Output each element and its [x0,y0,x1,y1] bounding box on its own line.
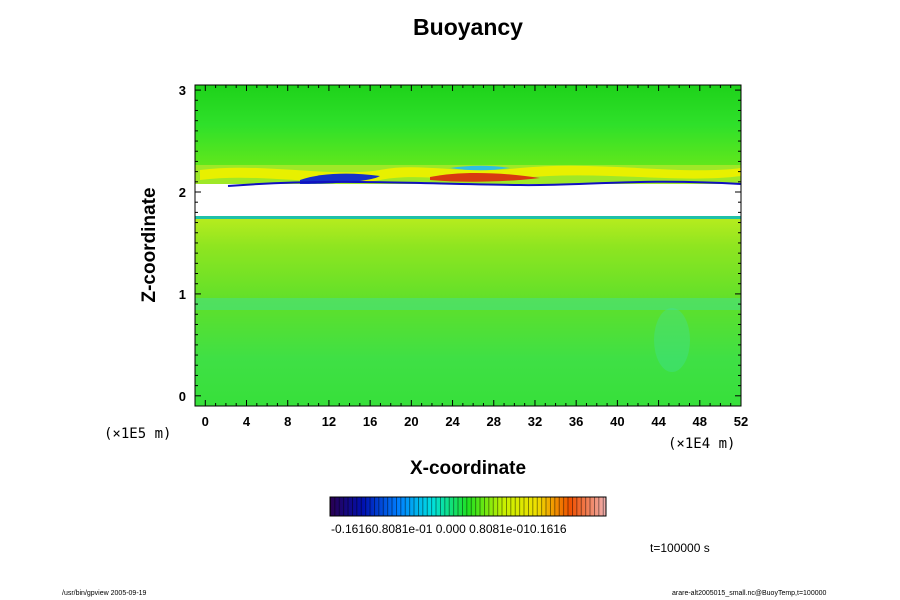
x-tick-label: 0 [202,414,209,429]
colorbar-label-pos: 0.8081e-01 [469,522,530,536]
colorbar-label-zero: 0.000 [435,522,466,536]
field-lower-band [195,218,741,406]
footer-right: arare-alt2005015_small.nc@BuoyTemp,t=100… [672,590,827,597]
x-axis-label: X-coordinate [409,458,527,479]
field-gap-boundary [195,216,741,219]
field-cyan-band [195,298,741,310]
field-plume [654,308,690,372]
x-tick-label: 36 [569,414,583,429]
colorbar-hatching [330,497,606,516]
field-upper-band [195,85,741,165]
colorbar-label-min: -0.1616 [331,522,372,536]
colorbar-label-max: 0.1616 [529,522,567,536]
x-tick-label: 12 [322,414,336,429]
field-blue-boundary [227,180,742,187]
footer-left: /usr/bin/gpview 2005-09-19 [62,590,147,597]
x-tick-label: 4 [243,414,251,429]
x-tick-label: 44 [651,414,666,429]
field-cyan-anomaly [450,165,510,171]
x-tick-label: 40 [610,414,624,429]
y-axis-label: Z-coordinate [139,187,160,303]
x-unit-label: (×1E4 m) [668,436,736,452]
colorbar-label-neg: 0.8081e-01 [371,522,433,536]
chart-title: Buoyancy [413,14,523,40]
x-tick-label: 20 [404,414,418,429]
x-tick-label: 48 [693,414,707,429]
colorbar-frame [329,496,607,517]
y-tick-label: 0 [179,389,186,404]
field-red-anomaly-center [430,172,540,182]
heatmap-field [195,85,742,406]
colorbar [329,496,607,517]
x-tick-label: 16 [363,414,377,429]
x-tick-label: 8 [284,414,291,429]
x-axis: 0 4 8 12 16 20 24 28 32 36 40 44 48 52 [202,85,748,429]
time-label: t=100000 s [650,541,710,555]
x-tick-label: 52 [734,414,748,429]
y-tick-label: 2 [179,185,186,200]
x-tick-label: 32 [528,414,542,429]
x-tick-label: 24 [445,414,460,429]
y-unit-label: (×1E5 m) [104,426,172,442]
colorbar-tick-labels: -0.16160.8081e-01 0.000 0.8081e-010.1616 [331,522,567,536]
y-tick-label: 1 [179,287,186,302]
y-tick-label: 3 [179,83,186,98]
x-tick-label: 28 [487,414,501,429]
plot-frame [194,84,742,407]
y-axis: 0 1 2 3 [179,83,741,404]
field-void [195,188,741,216]
